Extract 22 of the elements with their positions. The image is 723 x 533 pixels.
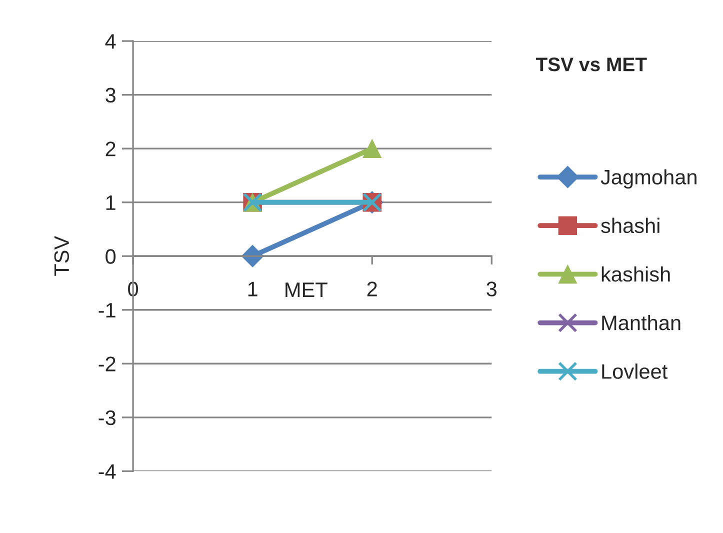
legend-label: Lovleet — [602, 364, 668, 379]
y-tick-label: -2 — [98, 356, 116, 372]
y-tick-label: -3 — [98, 410, 116, 426]
y-tick-label: -1 — [98, 303, 116, 318]
y-tick-label: 3 — [106, 88, 116, 103]
y-axis-title: TSV — [54, 236, 70, 276]
legend-label: shashi — [601, 218, 660, 234]
y-tick-label: 2 — [106, 142, 116, 156]
x-tick-label: 3 — [486, 282, 497, 296]
legend-label: kashish — [602, 266, 670, 282]
legend-label: Jagmohan — [600, 169, 696, 189]
y-tick-label: 1 — [106, 196, 116, 210]
point — [241, 244, 264, 268]
x-axis-title: MET — [286, 282, 328, 298]
x-tick-label: 1 — [248, 282, 258, 296]
x-tick-label: 2 — [367, 282, 377, 296]
legend-label: Manthan — [602, 314, 680, 330]
text: TSV vs MET — [536, 58, 647, 72]
y-tick-label: -4 — [98, 464, 116, 479]
y-tick-label: 4 — [105, 34, 116, 49]
point — [362, 139, 382, 158]
y-tick-label: 0 — [106, 249, 116, 264]
